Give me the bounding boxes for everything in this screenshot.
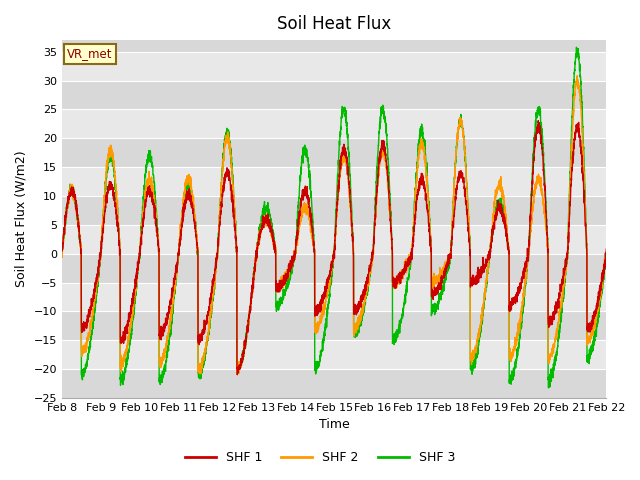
SHF 1 <box>602 246 610 252</box>
Bar <box>62 312 606 340</box>
Bar <box>62 196 606 225</box>
Bar <box>62 254 606 283</box>
Legend: SHF 1, SHF 2, SHF 3: SHF 1, SHF 2, SHF 3 <box>180 446 460 469</box>
Bar <box>62 283 606 312</box>
Line: SHF 3: SHF 3 <box>62 47 606 388</box>
Line: SHF 2: SHF 2 <box>62 76 606 374</box>
Y-axis label: Soil Heat Flux (W/m2): Soil Heat Flux (W/m2) <box>15 151 28 288</box>
SHF 1 <box>346 191 353 197</box>
SHF 3 <box>132 280 140 286</box>
Bar <box>62 109 606 138</box>
X-axis label: Time: Time <box>319 419 349 432</box>
SHF 3 <box>573 44 580 50</box>
Title: Soil Heat Flux: Soil Heat Flux <box>277 15 391 33</box>
Bar <box>62 369 606 398</box>
SHF 1 <box>403 267 410 273</box>
Bar <box>62 340 606 369</box>
Bar <box>62 40 606 52</box>
SHF 2 <box>573 73 581 79</box>
SHF 3 <box>403 291 410 297</box>
SHF 1 <box>132 273 140 279</box>
SHF 1 <box>58 246 66 252</box>
SHF 1 <box>596 288 604 294</box>
SHF 1 <box>534 118 542 123</box>
SHF 2 <box>132 278 140 284</box>
SHF 3 <box>346 165 353 171</box>
SHF 3 <box>602 250 610 255</box>
Bar <box>62 167 606 196</box>
SHF 1 <box>497 206 505 212</box>
SHF 1 <box>234 372 241 378</box>
Bar <box>62 138 606 167</box>
SHF 3 <box>545 385 552 391</box>
Bar <box>62 225 606 254</box>
SHF 3 <box>596 304 604 310</box>
SHF 2 <box>596 291 604 297</box>
SHF 1 <box>415 183 422 189</box>
SHF 2 <box>497 185 505 191</box>
SHF 2 <box>415 156 422 161</box>
SHF 3 <box>497 198 505 204</box>
SHF 2 <box>346 193 353 199</box>
SHF 2 <box>602 252 610 258</box>
SHF 2 <box>233 372 241 377</box>
Text: VR_met: VR_met <box>67 47 113 60</box>
Line: SHF 1: SHF 1 <box>62 120 606 375</box>
SHF 3 <box>58 250 66 256</box>
Bar <box>62 81 606 109</box>
Bar <box>62 52 606 81</box>
SHF 3 <box>415 146 422 152</box>
SHF 2 <box>403 259 410 264</box>
SHF 2 <box>58 248 66 253</box>
